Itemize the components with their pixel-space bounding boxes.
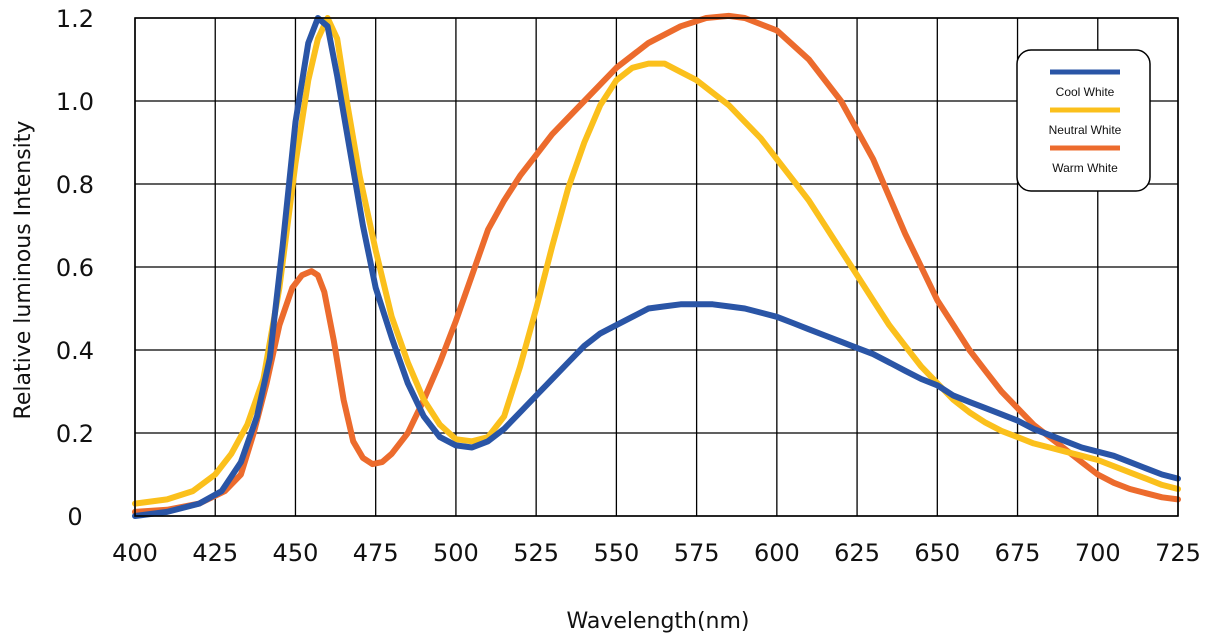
x-tick-label: 625 bbox=[834, 539, 880, 567]
series-lines bbox=[132, 12, 1181, 519]
x-tick-label: 550 bbox=[593, 539, 639, 567]
y-tick-label: 0.6 bbox=[56, 254, 94, 282]
x-axis-title: Wavelength(nm) bbox=[566, 609, 749, 634]
series-line-warm-white bbox=[132, 12, 1181, 515]
y-tick-label: 0.2 bbox=[56, 420, 94, 448]
x-tick-label: 725 bbox=[1155, 539, 1201, 567]
x-tick-label: 650 bbox=[914, 539, 960, 567]
legend-label: Warm White bbox=[1052, 161, 1118, 175]
y-tick-label: 1.0 bbox=[56, 88, 94, 116]
y-tick-label: 1.2 bbox=[56, 5, 94, 33]
series-line-cool-white bbox=[132, 15, 1181, 519]
x-tick-label: 700 bbox=[1075, 539, 1121, 567]
x-tick-label: 500 bbox=[433, 539, 479, 567]
legend-label: Cool White bbox=[1056, 85, 1115, 99]
x-tick-label: 450 bbox=[273, 539, 319, 567]
y-axis-tick-labels: 0 0.2 0.4 0.6 0.8 1.0 1.2 bbox=[56, 5, 94, 531]
legend-box bbox=[1016, 49, 1151, 192]
legend: Cool White Neutral White Warm White bbox=[1016, 49, 1151, 192]
x-tick-label: 525 bbox=[513, 539, 559, 567]
x-tick-label: 575 bbox=[674, 539, 720, 567]
legend-items: Cool White Neutral White Warm White bbox=[1049, 69, 1122, 175]
x-tick-label: 600 bbox=[754, 539, 800, 567]
x-tick-label: 400 bbox=[112, 539, 158, 567]
y-tick-label: 0 bbox=[67, 503, 82, 531]
legend-label: Neutral White bbox=[1049, 123, 1122, 137]
x-axis-tick-labels: 400 425 450 475 500 525 550 575 600 625 650 675 700 7… bbox=[112, 539, 1201, 567]
x-tick-label: 675 bbox=[995, 539, 1041, 567]
x-tick-label: 475 bbox=[353, 539, 399, 567]
y-tick-label: 0.4 bbox=[56, 337, 94, 365]
y-axis-title: Relative luminous Intensity bbox=[11, 121, 36, 420]
x-tick-label: 425 bbox=[192, 539, 238, 567]
y-tick-label: 0.8 bbox=[56, 171, 94, 199]
plot-frame bbox=[134, 17, 1179, 517]
